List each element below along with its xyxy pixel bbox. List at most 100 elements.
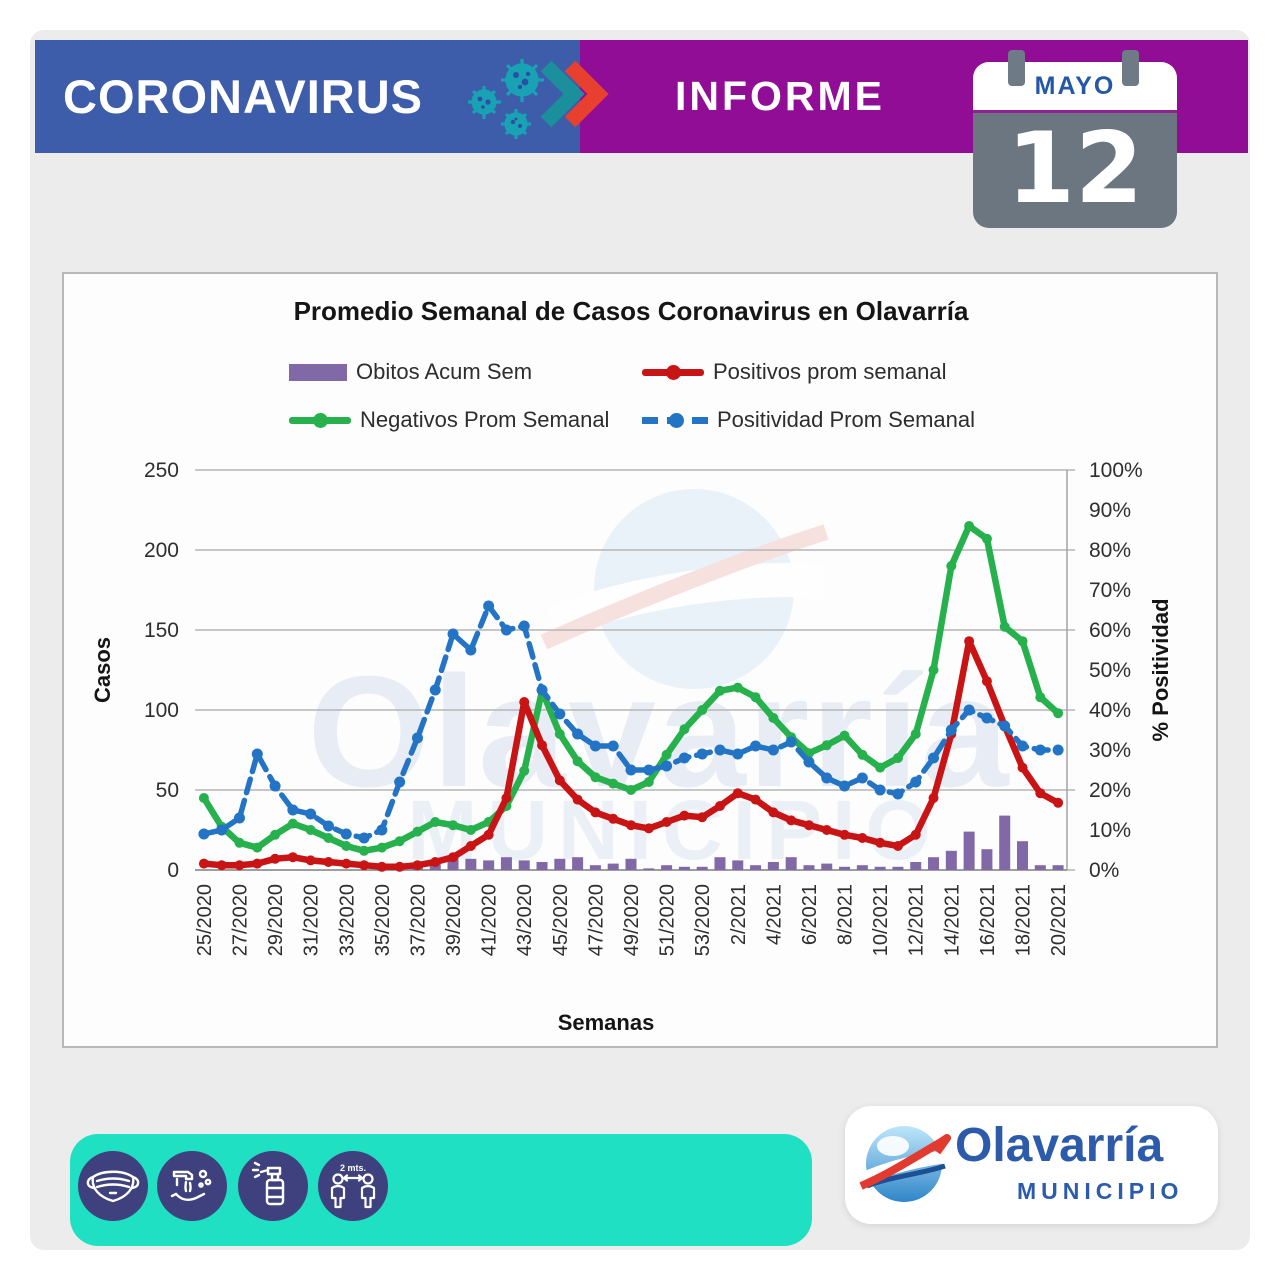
point-marker — [679, 810, 690, 821]
point-marker — [785, 736, 797, 748]
point-marker — [340, 828, 352, 840]
bar-obitos — [483, 860, 495, 870]
logo-name: Olavarría — [955, 1119, 1164, 1172]
calendar-tab-left — [1008, 50, 1025, 86]
x-axis-tick: 43/2020 — [514, 884, 536, 956]
point-marker — [625, 764, 637, 776]
x-axis-tick: 12/2021 — [906, 884, 928, 956]
point-marker — [981, 533, 992, 544]
point-marker — [448, 852, 459, 863]
point-marker — [1035, 692, 1046, 703]
bar-obitos — [963, 831, 975, 870]
bar-obitos — [1017, 841, 1029, 870]
bar-obitos — [874, 866, 886, 870]
point-marker — [537, 740, 548, 751]
right-axis-tick: 90% — [1089, 499, 1131, 522]
right-axis-tick: 40% — [1089, 699, 1131, 722]
point-marker — [857, 749, 868, 760]
bar-obitos — [839, 866, 851, 870]
bar-obitos — [928, 857, 940, 870]
legend-swatch-positivos — [642, 364, 704, 380]
point-marker — [216, 860, 227, 871]
x-axis-tick: 53/2020 — [692, 884, 714, 956]
left-axis-tick: 250 — [144, 459, 179, 482]
x-axis-tick: 27/2020 — [229, 884, 251, 956]
bar-obitos — [643, 868, 655, 870]
left-axis-tick: 150 — [144, 619, 179, 642]
point-marker — [839, 829, 850, 840]
left-axis-title: Casos — [90, 637, 115, 703]
left-axis-tick: 100 — [144, 699, 179, 722]
bar-obitos — [732, 860, 744, 870]
point-marker — [697, 705, 708, 715]
point-marker — [590, 772, 601, 783]
bar-obitos — [785, 857, 797, 870]
right-axis-tick: 10% — [1089, 819, 1131, 842]
bar-obitos — [767, 862, 779, 870]
point-marker — [341, 858, 352, 869]
point-marker — [429, 684, 441, 696]
point-marker — [946, 561, 957, 571]
point-marker — [874, 784, 886, 796]
x-axis-tick: 41/2020 — [479, 884, 501, 956]
calendar-header: MAYO — [973, 62, 1177, 113]
point-marker — [928, 752, 940, 764]
calendar-body: 12 — [973, 113, 1177, 228]
legend-swatch-negativos — [289, 412, 351, 428]
point-marker — [892, 753, 903, 763]
point-marker — [678, 752, 690, 764]
x-axis-tick: 8/2021 — [835, 884, 857, 945]
point-marker — [856, 772, 868, 784]
x-axis-tick: 4/2021 — [763, 884, 785, 945]
point-marker — [536, 684, 548, 696]
point-marker — [198, 828, 210, 840]
face-mask-icon — [77, 1150, 149, 1227]
point-marker — [963, 704, 975, 716]
legend-label-obitos: Obitos Acum Sem — [356, 359, 533, 384]
x-axis-tick: 47/2020 — [585, 884, 607, 956]
point-marker — [412, 860, 423, 871]
calendar-tab-right — [1122, 50, 1139, 86]
bar-obitos — [518, 860, 530, 870]
point-marker — [821, 825, 832, 835]
point-marker — [839, 780, 851, 792]
point-marker — [1053, 708, 1064, 719]
bar-obitos — [910, 862, 922, 870]
point-marker — [821, 772, 833, 784]
point-marker — [252, 858, 263, 869]
weekly-cases-chart: 0 50 100 150 200 250 0% 10% 20% 30% 40% 50% 60% 70% 80… — [90, 296, 1173, 1035]
point-marker — [1034, 744, 1046, 756]
point-marker — [928, 793, 939, 803]
legend-item-positividad: Positividad Prom Semanal — [642, 407, 975, 433]
point-marker — [572, 794, 583, 805]
right-axis-tick: 100% — [1089, 459, 1143, 482]
point-marker — [500, 624, 512, 636]
point-marker — [270, 853, 281, 864]
left-axis-tick: 200 — [144, 539, 179, 562]
point-marker — [892, 788, 904, 800]
x-axis-tick: 49/2020 — [621, 884, 643, 956]
point-marker — [999, 720, 1011, 732]
legend-label-positividad: Positividad Prom Semanal — [717, 407, 976, 432]
legend-item-positivos: Positivos prom semanal — [642, 359, 947, 385]
point-marker — [964, 521, 975, 531]
chevron-icon — [536, 60, 616, 137]
point-marker — [448, 820, 459, 831]
x-axis-title: Semanas — [558, 1010, 655, 1035]
point-marker — [910, 729, 921, 739]
x-axis-tick: 18/2021 — [1013, 884, 1035, 956]
calendar-day: 12 — [1006, 112, 1144, 226]
point-marker — [465, 644, 477, 656]
chart-title: Promedio Semanal de Casos Coronavirus en… — [294, 296, 969, 326]
watermark-logo-icon — [534, 474, 834, 709]
bar-obitos — [750, 865, 762, 870]
point-marker — [1017, 762, 1028, 773]
point-marker — [359, 860, 370, 871]
bar-obitos — [447, 857, 459, 870]
point-marker — [608, 778, 619, 789]
point-marker — [572, 756, 583, 767]
point-marker — [554, 708, 566, 720]
point-marker — [750, 740, 762, 752]
point-marker — [661, 749, 672, 760]
